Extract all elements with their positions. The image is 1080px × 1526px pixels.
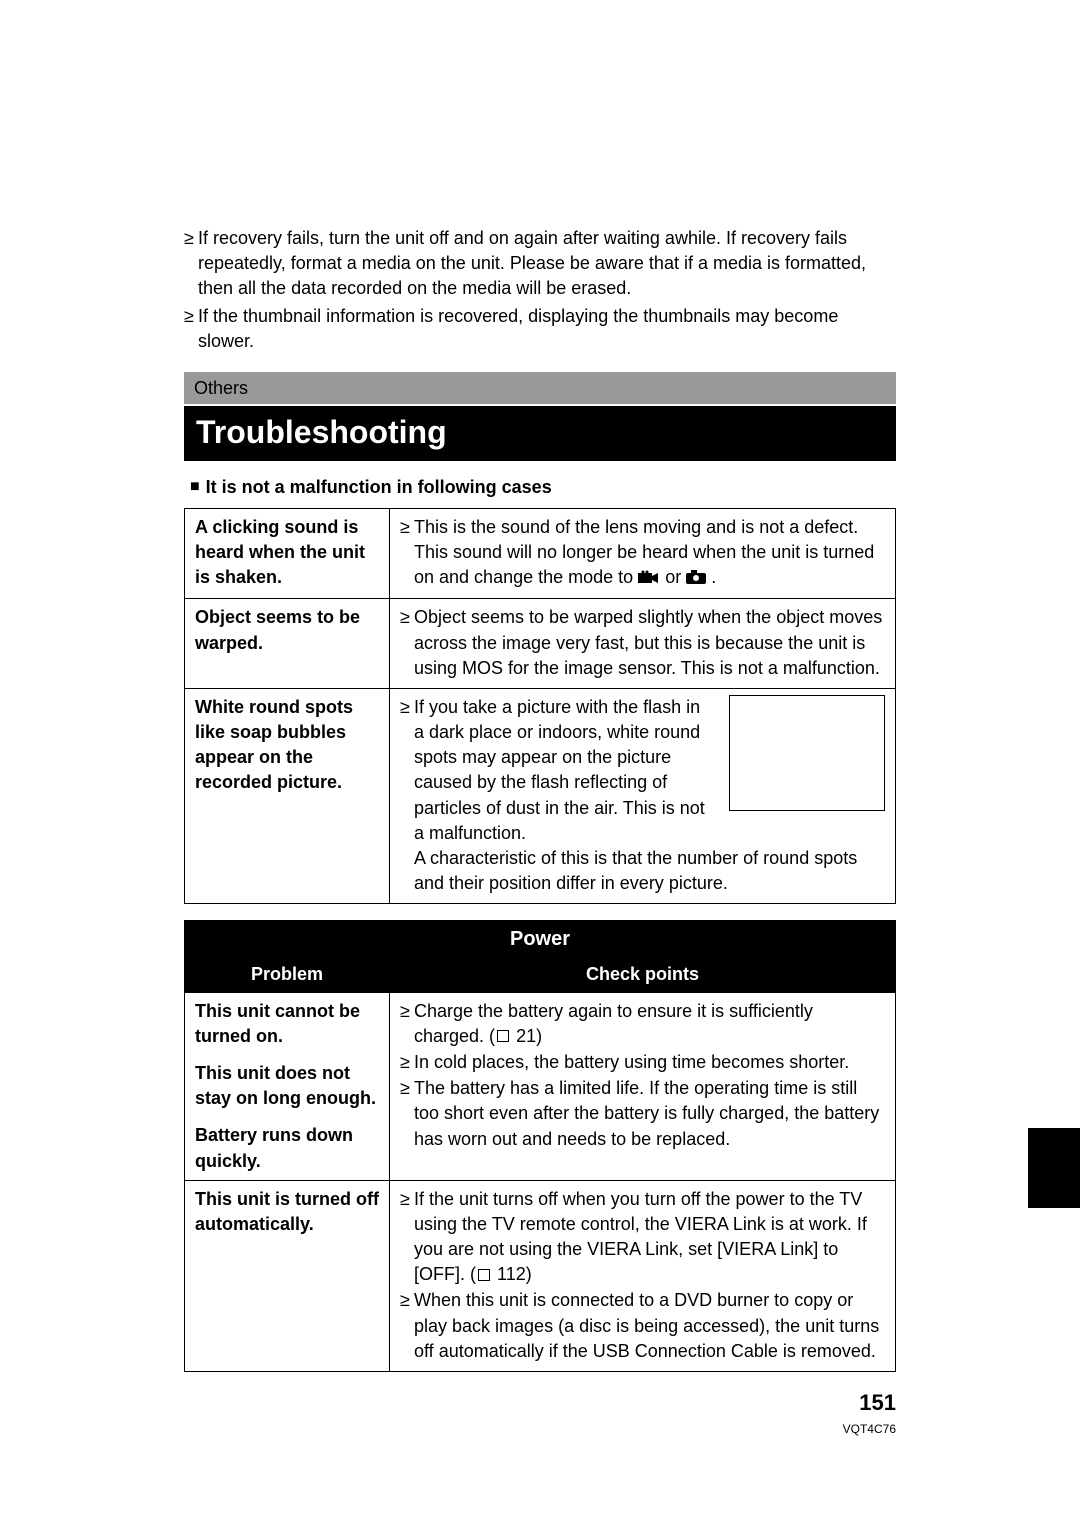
checkpoint-text: Object seems to be warped slightly when … — [414, 605, 885, 681]
checkpoints-cell: ≥ This is the sound of the lens moving a… — [390, 509, 896, 599]
text-span: ) — [526, 1264, 532, 1284]
sub-heading-text: It is not a malfunction in following cas… — [206, 475, 552, 500]
page-ref: 21 — [516, 1026, 536, 1046]
problem-cell: A clicking sound is heard when the unit … — [185, 509, 390, 599]
page-number: 151 — [184, 1388, 896, 1419]
table-row: This unit is turned off automatically. ≥… — [185, 1180, 896, 1371]
list-item: ≥ If the thumbnail information is recove… — [184, 304, 896, 354]
table-title-row: Power — [185, 921, 896, 958]
or-text: or — [665, 567, 686, 587]
problem-line: This unit does not stay on long enough. — [195, 1061, 379, 1111]
bullet-icon: ≥ — [400, 605, 414, 681]
table-row: A clicking sound is heard when the unit … — [185, 509, 896, 599]
section-title: Troubleshooting — [184, 406, 896, 461]
camera-mode-icon — [686, 566, 706, 591]
text-span: Charge the battery again to ensure it is… — [414, 1001, 813, 1046]
checkpoint-text: The battery has a limited life. If the o… — [414, 1076, 885, 1152]
page-ref-icon — [497, 1030, 509, 1042]
checkpoint-text: If you take a picture with the flash in … — [414, 695, 715, 846]
bullet-icon: ≥ — [400, 1288, 414, 1364]
checkpoints-cell: ≥ If the unit turns off when you turn of… — [390, 1180, 896, 1371]
problem-cell: Object seems to be warped. — [185, 599, 390, 689]
video-mode-icon — [638, 566, 660, 591]
bullet-icon: ≥ — [400, 515, 414, 591]
checkpoint-text: When this unit is connected to a DVD bur… — [414, 1288, 885, 1364]
text-span: ) — [536, 1026, 542, 1046]
checkpoint-text: This is the sound of the lens moving and… — [414, 515, 885, 591]
example-image-placeholder — [729, 695, 885, 811]
checkpoints-header: Check points — [390, 958, 896, 992]
power-table: Power Problem Check points This unit can… — [184, 920, 896, 1372]
checkpoint-text: In cold places, the battery using time b… — [414, 1050, 849, 1075]
checkpoint-content: If you take a picture with the flash in … — [414, 695, 885, 897]
table-header-row: Problem Check points — [185, 958, 896, 992]
bullet-icon: ≥ — [400, 1187, 414, 1288]
checkpoints-cell: ≥ Charge the battery again to ensure it … — [390, 992, 896, 1180]
intro-bullet-list: ≥ If recovery fails, turn the unit off a… — [184, 226, 896, 354]
malfunction-table: A clicking sound is heard when the unit … — [184, 508, 896, 904]
checkpoint-continuation: A characteristic of this is that the num… — [414, 846, 885, 896]
problem-line: This unit cannot be turned on. — [195, 999, 379, 1049]
bullet-text: If the thumbnail information is recovere… — [198, 304, 896, 354]
table-row: Object seems to be warped. ≥ Object seem… — [185, 599, 896, 689]
problem-cell: White round spots like soap bubbles appe… — [185, 688, 390, 904]
page-ref-icon — [478, 1269, 490, 1281]
section-category-label: Others — [184, 372, 896, 404]
bullet-text: If recovery fails, turn the unit off and… — [198, 226, 896, 302]
table-title: Power — [185, 921, 896, 958]
sub-heading: ■ It is not a malfunction in following c… — [190, 475, 890, 500]
problem-line: Battery runs down quickly. — [195, 1123, 379, 1173]
table-row: White round spots like soap bubbles appe… — [185, 688, 896, 904]
bullet-icon: ≥ — [400, 1076, 414, 1152]
square-bullet-icon: ■ — [190, 476, 200, 498]
checkpoint-text: If the unit turns off when you turn off … — [414, 1187, 885, 1288]
bullet-icon: ≥ — [184, 226, 198, 302]
text-span: . — [711, 567, 716, 587]
bullet-icon: ≥ — [400, 999, 414, 1049]
checkpoints-cell: ≥ Object seems to be warped slightly whe… — [390, 599, 896, 689]
bullet-icon: ≥ — [184, 304, 198, 354]
checkpoint-text: Charge the battery again to ensure it is… — [414, 999, 885, 1049]
bullet-icon: ≥ — [400, 695, 414, 897]
checkpoints-cell: ≥ If you take a picture with the flash i… — [390, 688, 896, 904]
table-row: This unit cannot be turned on. This unit… — [185, 992, 896, 1180]
problem-cell: This unit is turned off automatically. — [185, 1180, 390, 1371]
side-tab — [1028, 1128, 1080, 1208]
problem-line: This unit is turned off automatically. — [195, 1187, 379, 1237]
bullet-icon: ≥ — [400, 1050, 414, 1075]
document-id: VQT4C76 — [184, 1421, 896, 1438]
list-item: ≥ If recovery fails, turn the unit off a… — [184, 226, 896, 302]
problem-header: Problem — [185, 958, 390, 992]
page-ref: 112 — [497, 1264, 526, 1284]
problem-cell: This unit cannot be turned on. This unit… — [185, 992, 390, 1180]
